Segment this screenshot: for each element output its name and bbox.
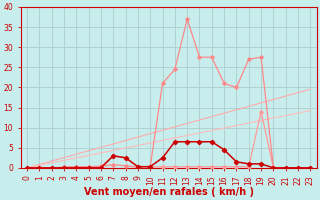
X-axis label: Vent moyen/en rafales ( km/h ): Vent moyen/en rafales ( km/h ) xyxy=(84,187,254,197)
